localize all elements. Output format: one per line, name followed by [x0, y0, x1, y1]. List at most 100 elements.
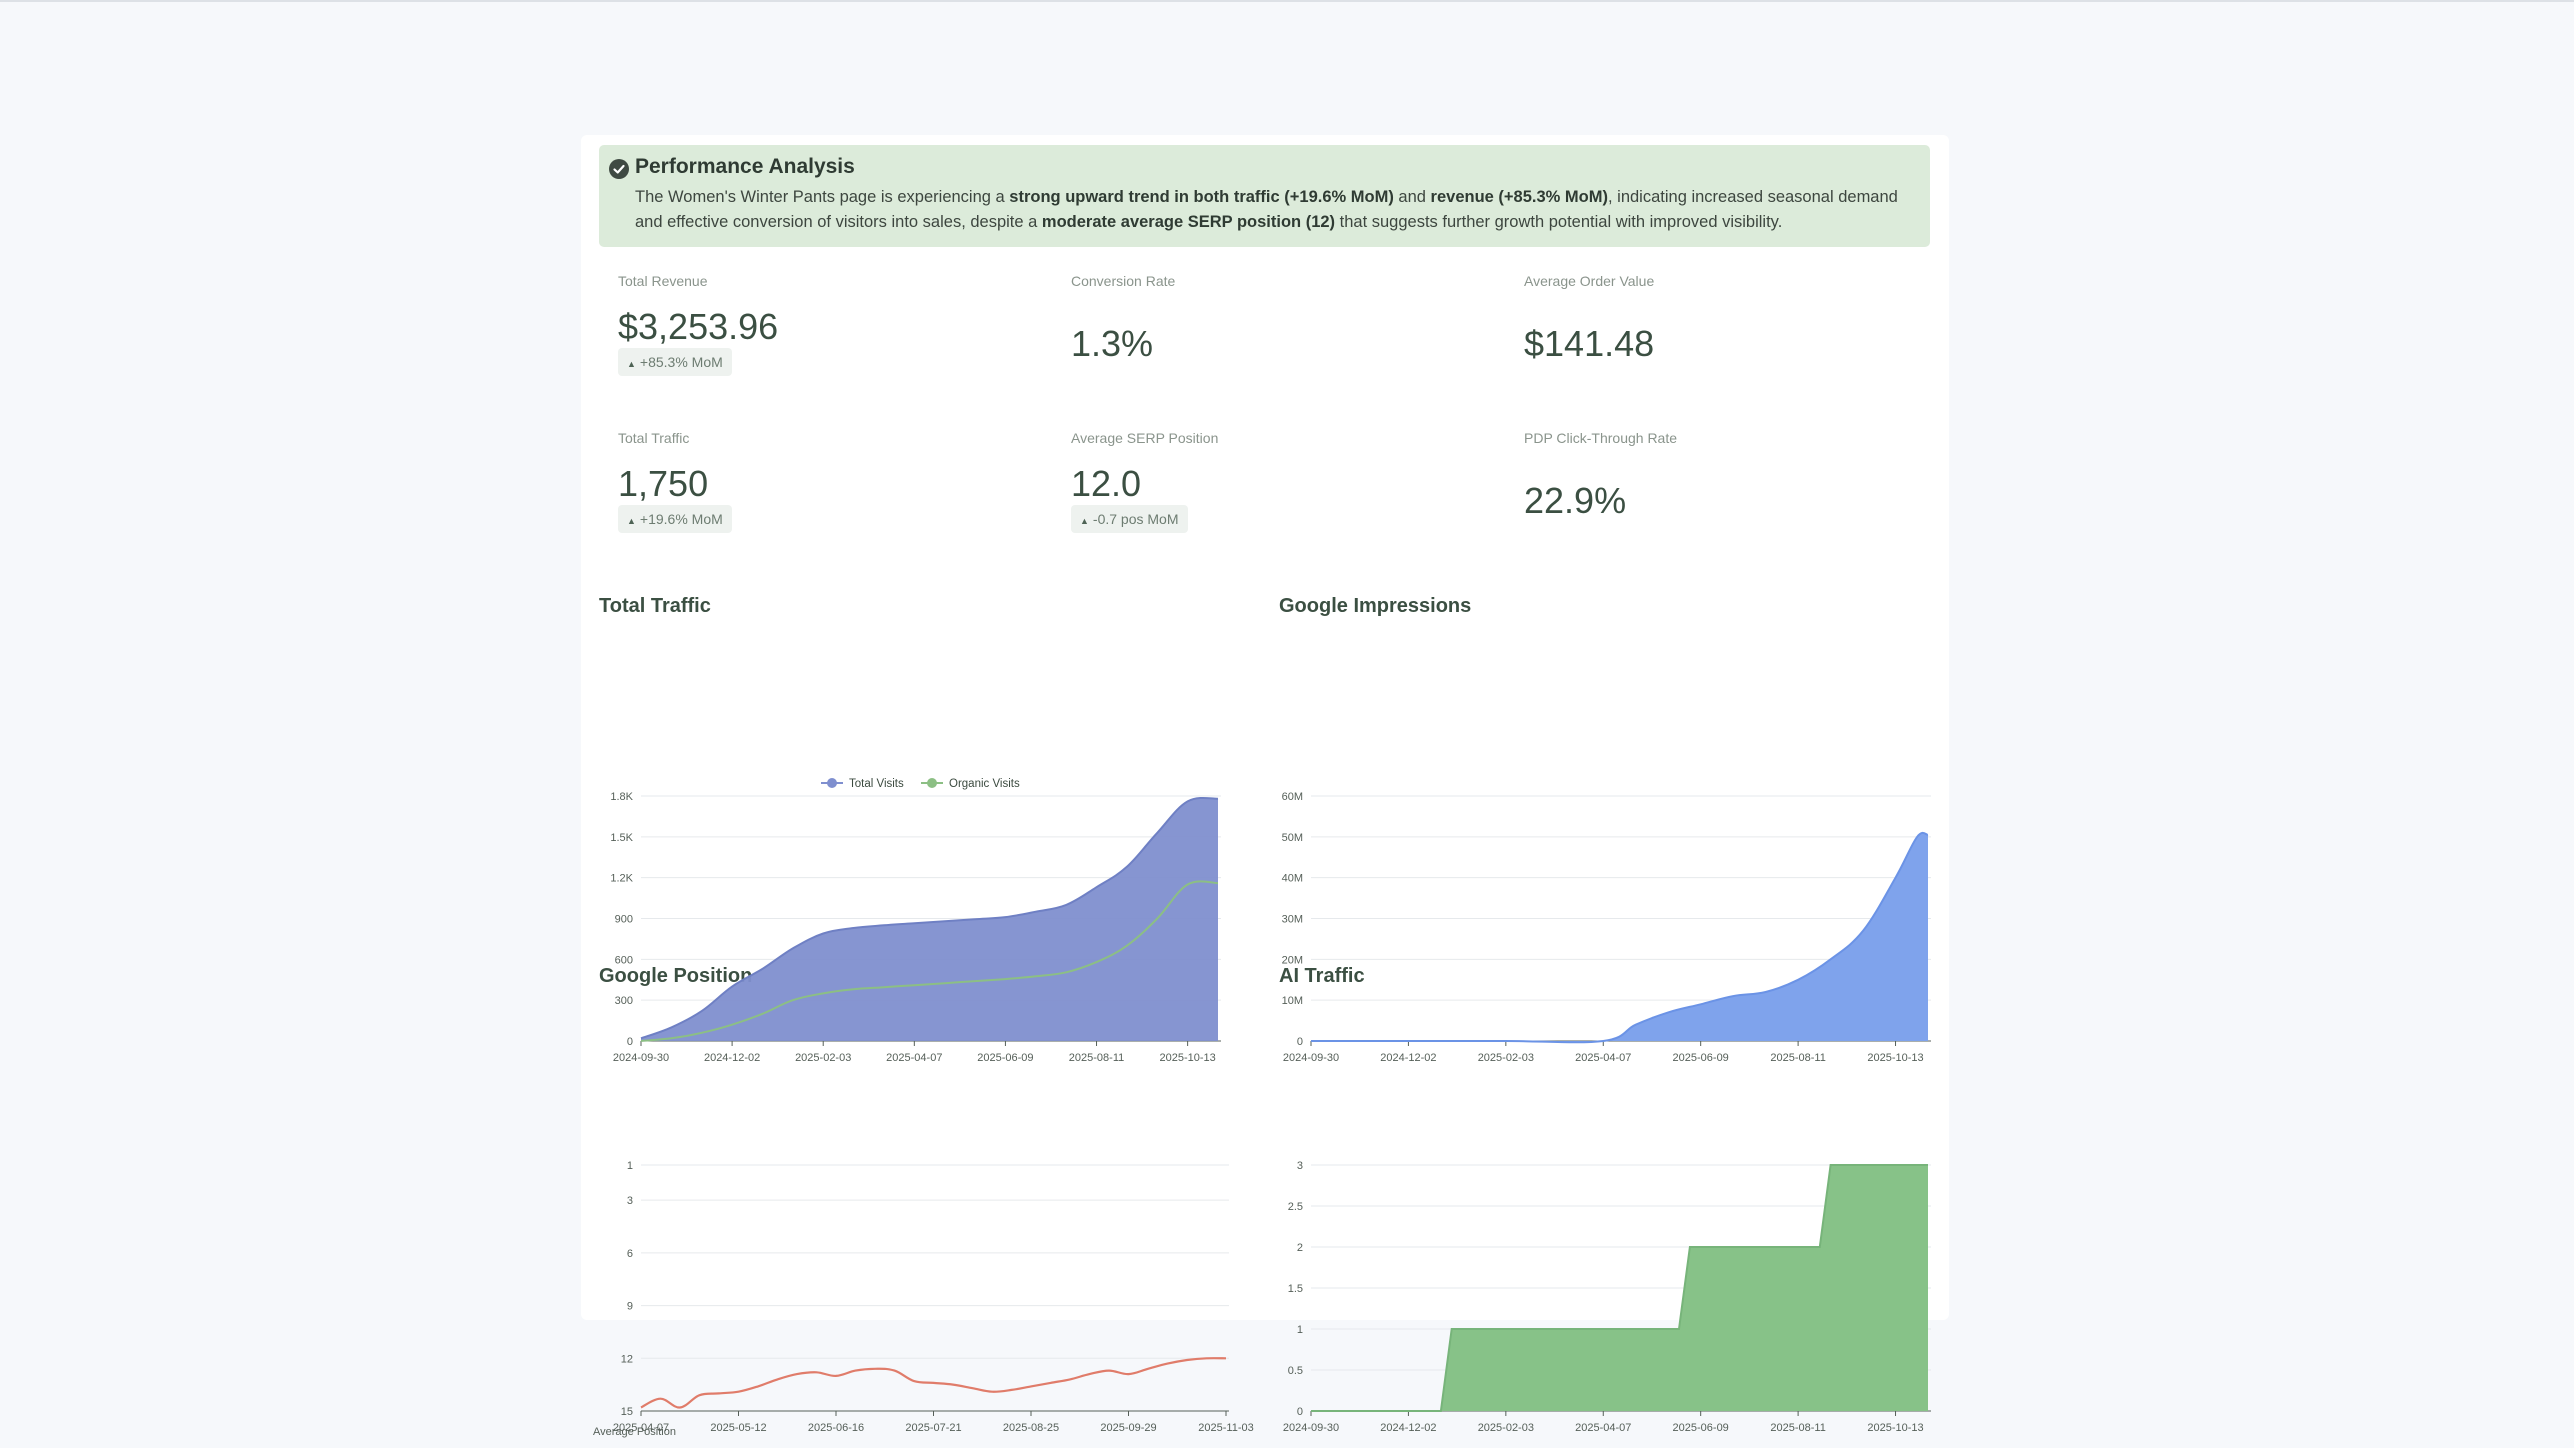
- x-tick-label: 2025-11-03: [1198, 1422, 1253, 1434]
- metric-value: 22.9%: [1524, 480, 1627, 521]
- y-tick-label: 1: [627, 1160, 633, 1172]
- banner-title: Performance Analysis: [635, 155, 855, 178]
- x-tick-label: 2025-04-07: [1575, 1052, 1631, 1064]
- trend-badge: ▲ +19.6% MoM: [618, 505, 732, 533]
- y-tick-label: 10M: [1282, 995, 1303, 1007]
- series-line-ai-traffic: [1311, 1164, 1928, 1412]
- x-tick-label: 2024-09-30: [1283, 1052, 1339, 1064]
- top-border: [0, 0, 2574, 2]
- x-tick-label: 2025-06-09: [977, 1052, 1033, 1064]
- chart-title-total-traffic: Total Traffic: [599, 595, 711, 617]
- y-axis-label: Average Position: [593, 1426, 676, 1438]
- y-tick-label: 1.5K: [610, 832, 633, 844]
- x-tick-label: 2025-07-21: [905, 1422, 961, 1434]
- y-tick-label: 30M: [1282, 914, 1303, 926]
- y-tick-label: 2: [1297, 1242, 1303, 1254]
- chart-title-google-position: Google Position: [599, 965, 753, 987]
- y-tick-label: 3: [1297, 1160, 1303, 1172]
- x-tick-label: 2025-04-07: [613, 1422, 669, 1434]
- x-tick-label: 2025-06-09: [1673, 1052, 1729, 1064]
- badge-text: -0.7 pos MoM: [1092, 511, 1179, 527]
- metric-label: Average Order Value: [1524, 273, 1655, 289]
- y-tick-label: 1: [1297, 1324, 1303, 1336]
- x-tick-label: 2024-12-02: [1380, 1422, 1436, 1434]
- series-area-ai-traffic: [1311, 1165, 1928, 1411]
- performance-card: Performance Analysis The Women's Winter …: [581, 135, 1949, 1438]
- google-impressions-chart: 0 10M 20M 30M 40M 50M 60M 2024-09-30 2024-12-02 2…: [1282, 791, 1931, 1064]
- y-tick-label: 0: [1297, 1036, 1303, 1048]
- y-tick-label: 50M: [1282, 832, 1303, 844]
- x-tick-label: 2025-10-13: [1867, 1422, 1923, 1434]
- x-tick-label: 2024-12-02: [704, 1052, 760, 1064]
- x-tick-label: 2025-08-11: [1770, 1422, 1825, 1434]
- x-tick-label: 2025-04-07: [886, 1052, 942, 1064]
- y-tick-label: 9: [627, 1301, 633, 1313]
- x-tick-label: 2024-12-02: [1380, 1052, 1436, 1064]
- x-tick-label: 2025-08-25: [1003, 1422, 1059, 1434]
- metric-label: Total Revenue: [618, 273, 708, 289]
- x-tick-label: 2025-09-29: [1100, 1422, 1156, 1434]
- y-tick-label: 1.8K: [610, 791, 633, 803]
- y-tick-label: 60M: [1282, 791, 1303, 803]
- google-position-chart: 1 3 6 9 12 15 2025-04-07 2025-05-12 2025-06-16 20…: [593, 1160, 1254, 1438]
- series-line-organic-visits: [640, 880, 1219, 1042]
- y-tick-label: 20M: [1282, 954, 1303, 966]
- ai-traffic-chart: 0 0.5 1 1.5 2 2.5 3 2024-09-30 2024-12-02 2025-02…: [1283, 1160, 1931, 1434]
- metric-total-traffic: Total Traffic 1,750 ▲ +19.6% MoM: [618, 430, 1048, 560]
- metric-value: 1.3%: [1071, 323, 1154, 364]
- y-tick-label: 6: [627, 1248, 633, 1260]
- x-tick-label: 2025-04-07: [1575, 1422, 1631, 1434]
- series-line-total-visits: [640, 796, 1219, 1040]
- total-traffic-chart: 0 300 600 900 1.2K 1.5K 1.8K 2024-09-30 2024-12-…: [610, 778, 1221, 1064]
- trend-badge: ▲ -0.7 pos MoM: [1071, 505, 1188, 533]
- metric-label: Total Traffic: [618, 430, 690, 446]
- check-circle-icon: [609, 159, 629, 179]
- metric-label: Conversion Rate: [1071, 273, 1176, 289]
- x-tick-label: 2025-08-11: [1069, 1052, 1124, 1064]
- x-tick-label: 2025-02-03: [1478, 1422, 1534, 1434]
- y-tick-label: 600: [615, 954, 633, 966]
- y-tick-label: 0.5: [1288, 1365, 1303, 1377]
- y-tick-label: 900: [615, 914, 633, 926]
- metric-label: PDP Click-Through Rate: [1524, 430, 1678, 446]
- series-line-impressions: [1310, 831, 1929, 1044]
- y-tick-label: 0: [627, 1036, 633, 1048]
- x-tick-label: 2024-09-30: [1283, 1422, 1339, 1434]
- metric-value: $141.48: [1524, 323, 1655, 364]
- y-tick-label: 2.5: [1288, 1201, 1303, 1213]
- legend-label: Organic Visits: [949, 778, 1020, 790]
- chart-title-ai-traffic: AI Traffic: [1279, 965, 1365, 987]
- performance-analysis-banner: Performance Analysis The Women's Winter …: [599, 145, 1930, 247]
- series-line-average-position: [640, 1357, 1227, 1409]
- metric-value: 12.0: [1071, 463, 1142, 504]
- x-tick-label: 2025-06-16: [808, 1422, 864, 1434]
- y-tick-label: 300: [615, 995, 633, 1007]
- x-tick-label: 2025-06-09: [1673, 1422, 1729, 1434]
- legend-swatch-dot: [827, 778, 837, 788]
- y-tick-label: 12: [621, 1353, 633, 1365]
- legend-swatch-dot: [927, 778, 937, 788]
- x-tick-label: 2025-05-12: [710, 1422, 766, 1434]
- arrow-up-icon: ▲: [1080, 516, 1089, 526]
- series-area-total-visits: [641, 797, 1218, 1041]
- arrow-up-icon: ▲: [627, 359, 636, 369]
- badge-text: +19.6% MoM: [639, 511, 723, 527]
- arrow-up-icon: ▲: [627, 516, 636, 526]
- x-tick-label: 2025-10-13: [1159, 1052, 1215, 1064]
- legend-label: Total Visits: [849, 778, 904, 790]
- metric-pdp-ctr: PDP Click-Through Rate 22.9%: [1524, 430, 1954, 560]
- trend-badge: ▲ +85.3% MoM: [618, 348, 732, 376]
- x-tick-label: 2025-02-03: [795, 1052, 851, 1064]
- y-tick-label: 0: [1297, 1406, 1303, 1418]
- x-tick-label: 2024-09-30: [613, 1052, 669, 1064]
- x-tick-label: 2025-02-03: [1478, 1052, 1534, 1064]
- badge-text: +85.3% MoM: [639, 354, 723, 370]
- y-tick-label: 1.5: [1288, 1283, 1303, 1295]
- y-tick-label: 1.2K: [610, 873, 633, 885]
- x-tick-label: 2025-10-13: [1867, 1052, 1923, 1064]
- y-tick-label: 3: [627, 1195, 633, 1207]
- y-tick-label: 15: [621, 1406, 633, 1418]
- y-tick-label: 40M: [1282, 873, 1303, 885]
- metric-average-serp-position: Average SERP Position 12.0 ▲ -0.7 pos MoM: [1071, 430, 1501, 560]
- metric-conversion-rate: Conversion Rate 1.3%: [1071, 273, 1501, 403]
